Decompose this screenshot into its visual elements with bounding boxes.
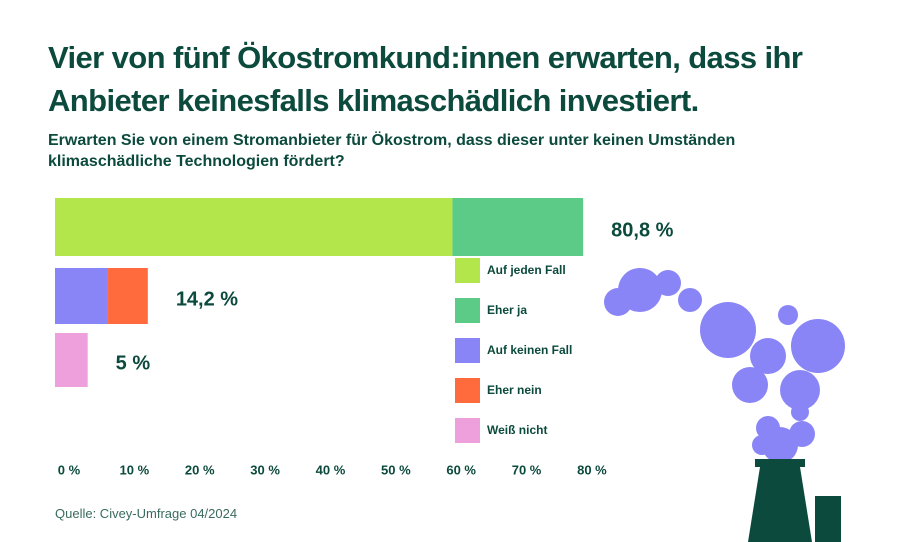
x-tick-label: 20 % [185, 462, 215, 477]
bar-segment [55, 198, 453, 256]
legend-label: Eher nein [487, 383, 542, 397]
x-tick-label: 30 % [250, 462, 280, 477]
bar-segment [107, 268, 148, 324]
legend-swatch [455, 338, 480, 363]
x-tick-label: 50 % [381, 462, 411, 477]
x-tick-label: 0 % [58, 462, 81, 477]
chart-title: Vier von fünf Ökostromkund:innen erwarte… [48, 40, 803, 118]
x-tick-label: 10 % [120, 462, 150, 477]
legend-swatch [455, 258, 480, 283]
legend-label: Auf keinen Fall [487, 343, 572, 357]
x-tick-label: 60 % [446, 462, 476, 477]
legend-swatch [455, 298, 480, 323]
row-total-label: 14,2 % [176, 288, 238, 310]
row-total-label: 80,8 % [611, 219, 673, 241]
x-tick-label: 70 % [512, 462, 542, 477]
bar-segment [55, 268, 108, 324]
row-total-label: 5 % [116, 352, 151, 374]
legend-swatch [455, 378, 480, 403]
factory-illustration [604, 268, 845, 542]
x-tick-label: 40 % [316, 462, 346, 477]
legend-swatch [455, 418, 480, 443]
legend-label: Weiß nicht [487, 423, 547, 437]
source-note: Quelle: Civey-Umfrage 04/2024 [55, 506, 238, 521]
bar-segment [55, 333, 88, 387]
bar-segment [452, 198, 584, 256]
x-tick-label: 80 % [577, 462, 607, 477]
chart-subtitle: Erwarten Sie von einem Stromanbieter für… [48, 132, 736, 170]
legend-label: Eher ja [487, 303, 527, 317]
legend-label: Auf jeden Fall [487, 263, 566, 277]
